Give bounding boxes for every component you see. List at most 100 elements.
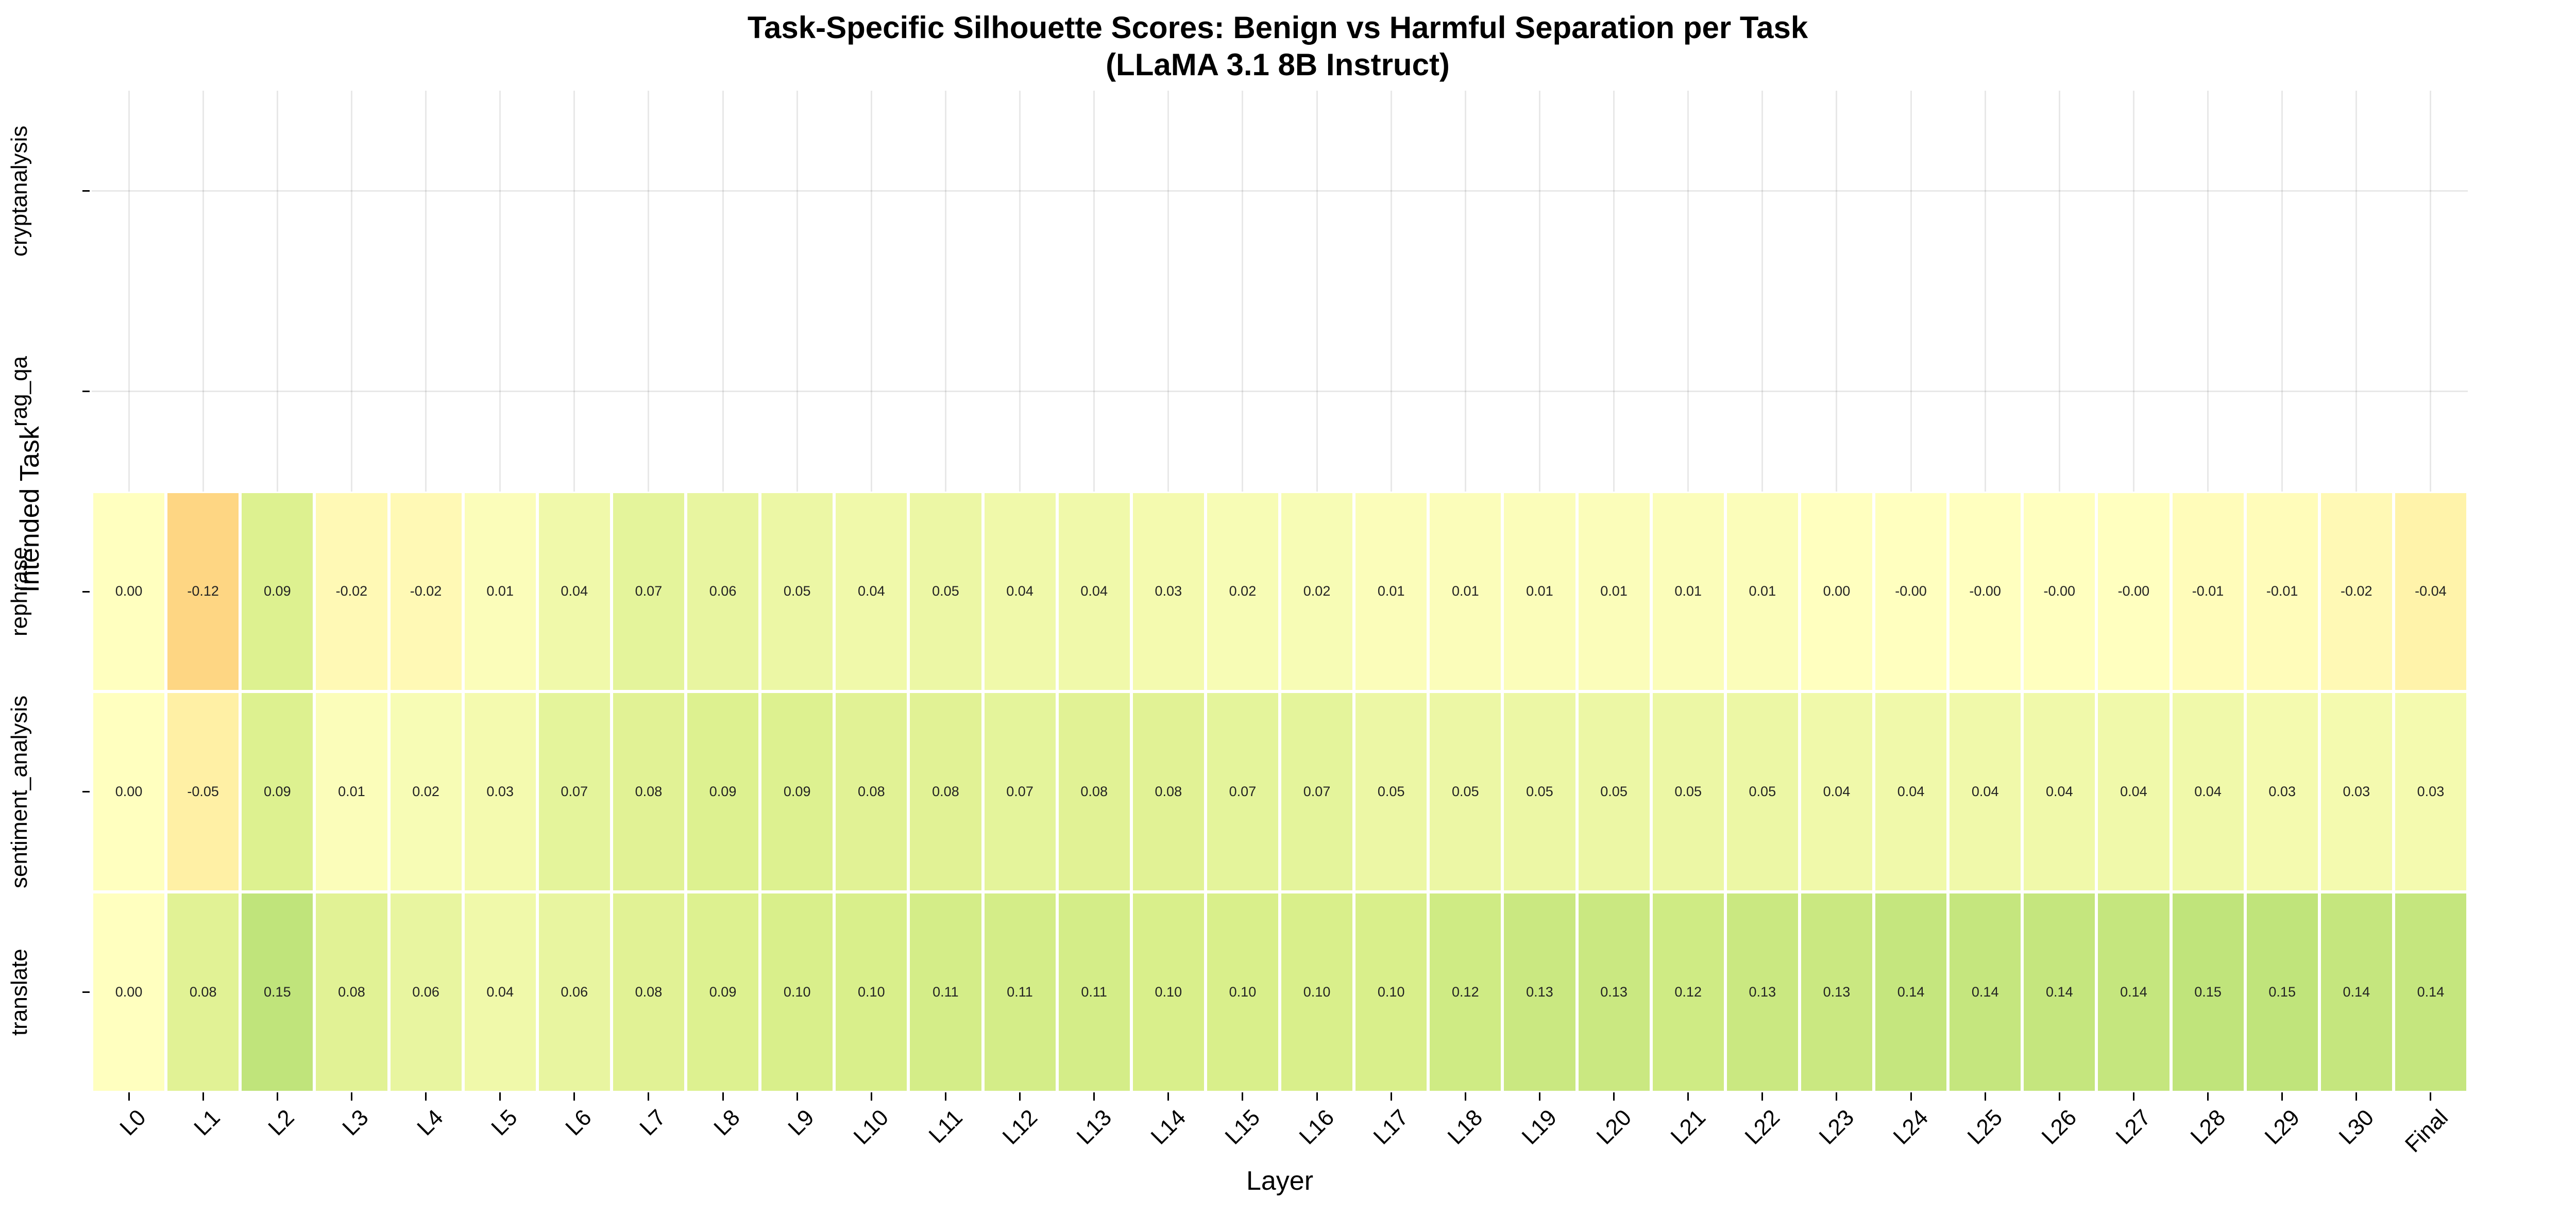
y-tick-label: sentiment_analysis xyxy=(7,695,32,888)
chart-title: Task-Specific Silhouette Scores: Benign … xyxy=(0,9,2555,83)
x-tick xyxy=(1019,1092,1021,1101)
heatmap-cell: 0.14 xyxy=(2096,892,2171,1092)
heatmap-cell: 0.08 xyxy=(166,892,241,1092)
x-tick xyxy=(350,1092,352,1101)
heatmap-cell: 0.04 xyxy=(1799,691,1874,892)
heatmap-cell: 0.01 xyxy=(463,491,537,692)
heatmap-cell: 0.04 xyxy=(2096,691,2171,892)
heatmap-cell: 0.14 xyxy=(1874,892,1948,1092)
heatmap-cell: 0.10 xyxy=(1280,892,1354,1092)
heatmap-cell: 0.02 xyxy=(1205,491,1280,692)
heatmap-cell: 0.15 xyxy=(2245,892,2319,1092)
heatmap-cell: 0.07 xyxy=(1205,691,1280,892)
x-tick xyxy=(425,1092,427,1101)
x-tick-label: L13 xyxy=(1072,1105,1116,1150)
heatmap-cell: 0.06 xyxy=(686,491,760,692)
x-tick-label: L9 xyxy=(783,1105,819,1141)
heatmap-cell: 0.10 xyxy=(1131,892,1206,1092)
heatmap-cell: 0.12 xyxy=(1428,892,1503,1092)
x-tick-label: L5 xyxy=(486,1105,522,1141)
horizontal-gridline xyxy=(92,390,2468,392)
x-tick xyxy=(1613,1092,1615,1101)
heatmap-cell: -0.00 xyxy=(2022,491,2097,692)
heatmap-cell: 0.11 xyxy=(982,892,1057,1092)
heatmap-cell: 0.08 xyxy=(834,691,909,892)
heatmap-cell: -0.00 xyxy=(2096,491,2171,692)
heatmap-cell: 0.14 xyxy=(2319,892,2394,1092)
heatmap-cell: 0.11 xyxy=(1057,892,1131,1092)
x-tick xyxy=(2355,1092,2358,1101)
x-tick-label: L12 xyxy=(997,1105,1042,1150)
x-tick xyxy=(944,1092,946,1101)
x-tick-label: L17 xyxy=(1368,1105,1414,1150)
heatmap-cell: -0.02 xyxy=(2319,491,2394,692)
x-tick-label: L0 xyxy=(115,1105,151,1141)
x-tick-label: L6 xyxy=(561,1105,597,1141)
x-tick xyxy=(2430,1092,2432,1101)
x-tick-label: L24 xyxy=(1888,1105,1934,1150)
heatmap-cell: 0.01 xyxy=(1428,491,1503,692)
heatmap-cell: -0.05 xyxy=(166,691,241,892)
x-tick xyxy=(1538,1092,1540,1101)
heatmap-cell: 0.08 xyxy=(611,691,686,892)
heatmap-cell: 0.02 xyxy=(388,691,463,892)
x-tick xyxy=(499,1092,501,1101)
x-tick-label: L18 xyxy=(1443,1105,1488,1150)
heatmap-cell: 0.07 xyxy=(982,691,1057,892)
heatmap-cell: 0.09 xyxy=(760,691,835,892)
heatmap-cell: 0.07 xyxy=(537,691,612,892)
heatmap-cell: 0.04 xyxy=(463,892,537,1092)
x-tick xyxy=(1687,1092,1689,1101)
heatmap-cell: 0.10 xyxy=(834,892,909,1092)
heatmap-cell: 0.09 xyxy=(240,691,315,892)
x-tick xyxy=(2058,1092,2060,1101)
x-tick-label: L2 xyxy=(263,1105,299,1141)
heatmap-cell: 0.01 xyxy=(1354,491,1429,692)
heatmap-cell: 0.08 xyxy=(611,892,686,1092)
x-tick-label: L30 xyxy=(2334,1105,2379,1150)
y-tick xyxy=(82,590,90,593)
x-tick xyxy=(128,1092,130,1101)
heatmap-cell: 0.01 xyxy=(314,691,389,892)
x-tick-label: L1 xyxy=(189,1105,225,1141)
heatmap-cell: 0.08 xyxy=(908,691,983,892)
x-tick xyxy=(1242,1092,1244,1101)
x-tick-label: L29 xyxy=(2260,1105,2304,1150)
x-tick xyxy=(1836,1092,1838,1101)
heatmap-cell: 0.05 xyxy=(1725,691,1800,892)
x-tick xyxy=(2281,1092,2283,1101)
x-tick xyxy=(573,1092,575,1101)
heatmap-cell: 0.15 xyxy=(240,892,315,1092)
heatmap-cell: 0.01 xyxy=(1651,491,1725,692)
x-tick xyxy=(2207,1092,2209,1101)
heatmap-cell: 0.10 xyxy=(1205,892,1280,1092)
x-axis-title: Layer xyxy=(1246,1166,1314,1196)
heatmap-cell: 0.00 xyxy=(92,892,166,1092)
x-tick-label: L11 xyxy=(924,1105,968,1149)
y-tick xyxy=(82,390,90,392)
heatmap-cell: 0.01 xyxy=(1577,491,1651,692)
x-tick xyxy=(1390,1092,1392,1101)
heatmap-cell: 0.03 xyxy=(2245,691,2319,892)
heatmap-cell: 0.06 xyxy=(537,892,612,1092)
heatmap-cell: 0.04 xyxy=(982,491,1057,692)
heatmap-cell: 0.10 xyxy=(760,892,835,1092)
heatmap-cell: 0.08 xyxy=(314,892,389,1092)
x-tick-label: L10 xyxy=(849,1105,894,1150)
heatmap-cell: 0.04 xyxy=(2022,691,2097,892)
heatmap-plot-area: 0.00 -0.12 0.09 -0.02 -0.02 0.01 0.04 0.07 0.06 0… xyxy=(7,91,2468,1157)
heatmap-cell: -0.04 xyxy=(2393,491,2468,692)
x-tick-label: L21 xyxy=(1666,1105,1710,1150)
heatmap-cell: 0.05 xyxy=(1502,691,1577,892)
y-tick-label: rag_qa xyxy=(7,356,32,427)
heatmap-cell: 0.14 xyxy=(1948,892,2023,1092)
chart-title-line1: Task-Specific Silhouette Scores: Benign … xyxy=(747,10,1808,45)
heatmap-cell: 0.14 xyxy=(2393,892,2468,1092)
heatmap-cell: 0.04 xyxy=(834,491,909,692)
heatmap-cell: 0.11 xyxy=(908,892,983,1092)
x-tick xyxy=(648,1092,650,1101)
x-tick-label: L16 xyxy=(1294,1105,1340,1150)
x-tick-label: L4 xyxy=(412,1105,448,1141)
heatmap-cell: -0.01 xyxy=(2245,491,2319,692)
x-tick xyxy=(1167,1092,1170,1101)
